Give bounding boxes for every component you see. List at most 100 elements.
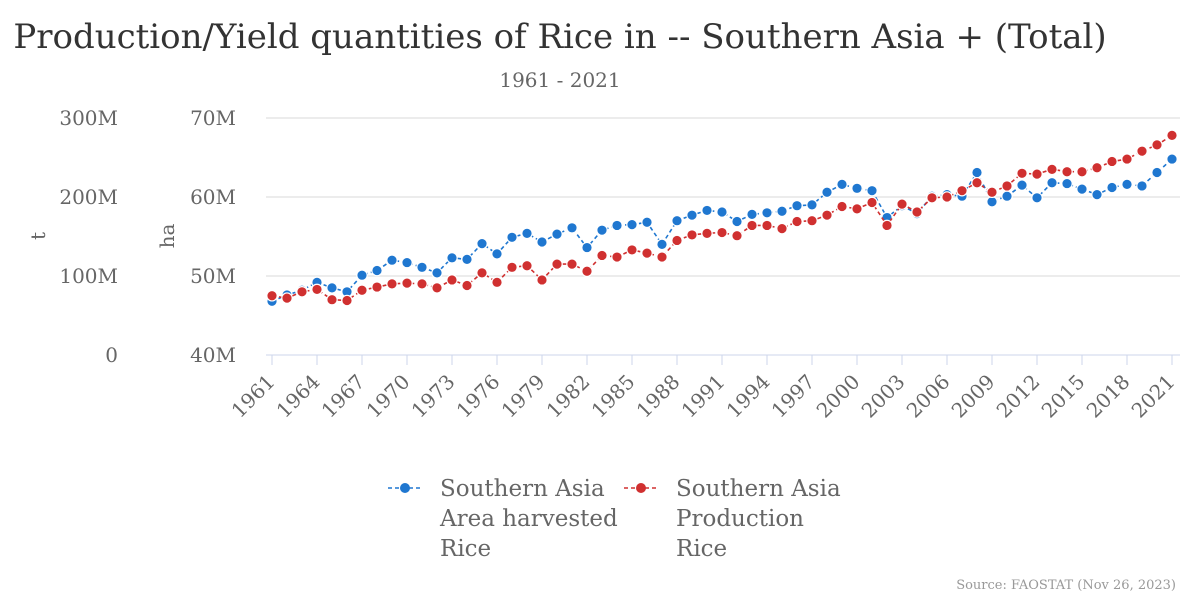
data-point[interactable] xyxy=(851,182,863,195)
data-point[interactable] xyxy=(356,284,368,297)
data-point[interactable] xyxy=(1121,178,1133,191)
data-point[interactable] xyxy=(371,264,383,277)
data-point[interactable] xyxy=(386,254,398,267)
data-point[interactable] xyxy=(1166,129,1178,142)
data-point[interactable] xyxy=(1016,179,1028,191)
data-point[interactable] xyxy=(626,218,638,231)
data-point[interactable] xyxy=(491,276,503,289)
data-point[interactable] xyxy=(776,222,788,235)
data-point[interactable] xyxy=(536,274,548,286)
legend-item[interactable]: Southern Asia Production Rice xyxy=(624,476,841,562)
data-point[interactable] xyxy=(1151,166,1163,179)
data-point[interactable] xyxy=(776,205,788,218)
data-point[interactable] xyxy=(296,285,308,298)
data-point[interactable] xyxy=(566,258,578,270)
data-point[interactable] xyxy=(851,203,863,215)
data-point[interactable] xyxy=(956,184,968,197)
data-point[interactable] xyxy=(416,278,428,290)
data-point[interactable] xyxy=(761,207,773,219)
data-point[interactable] xyxy=(686,209,698,221)
data-point[interactable] xyxy=(476,267,488,279)
data-point[interactable] xyxy=(611,219,623,232)
data-point[interactable] xyxy=(866,196,878,209)
data-point[interactable] xyxy=(1106,155,1118,168)
data-point[interactable] xyxy=(656,238,668,251)
data-point[interactable] xyxy=(311,283,323,296)
data-point[interactable] xyxy=(551,258,563,270)
data-point[interactable] xyxy=(896,198,908,210)
data-point[interactable] xyxy=(1076,165,1088,178)
data-point[interactable] xyxy=(446,274,458,286)
data-point[interactable] xyxy=(671,234,683,247)
data-point[interactable] xyxy=(821,209,833,221)
data-point[interactable] xyxy=(1061,165,1073,178)
data-point[interactable] xyxy=(716,206,728,218)
data-point[interactable] xyxy=(401,256,413,269)
data-point[interactable] xyxy=(731,229,743,242)
data-point[interactable] xyxy=(521,259,533,272)
data-point[interactable] xyxy=(971,176,983,189)
data-point[interactable] xyxy=(1031,191,1043,204)
data-point[interactable] xyxy=(986,195,998,208)
data-point[interactable] xyxy=(701,227,713,240)
data-point[interactable] xyxy=(446,252,458,264)
data-point[interactable] xyxy=(1076,183,1088,195)
data-point[interactable] xyxy=(1106,181,1118,194)
data-point[interactable] xyxy=(656,251,668,263)
data-point[interactable] xyxy=(431,282,443,294)
data-point[interactable] xyxy=(596,224,608,236)
data-point[interactable] xyxy=(1001,190,1013,203)
data-point[interactable] xyxy=(911,206,923,218)
data-point[interactable] xyxy=(326,293,338,306)
data-point[interactable] xyxy=(371,281,383,293)
data-point[interactable] xyxy=(1016,167,1028,180)
data-point[interactable] xyxy=(281,292,293,304)
data-point[interactable] xyxy=(536,236,548,248)
data-point[interactable] xyxy=(1151,139,1163,151)
data-point[interactable] xyxy=(521,227,533,240)
data-point[interactable] xyxy=(926,191,938,204)
data-point[interactable] xyxy=(461,253,473,266)
data-point[interactable] xyxy=(491,248,503,260)
data-point[interactable] xyxy=(266,289,278,302)
data-point[interactable] xyxy=(836,200,848,213)
data-point[interactable] xyxy=(1031,168,1043,180)
data-point[interactable] xyxy=(1046,163,1058,176)
data-point[interactable] xyxy=(746,208,758,221)
data-point[interactable] xyxy=(1091,188,1103,201)
data-point[interactable] xyxy=(506,261,518,274)
data-point[interactable] xyxy=(431,267,443,279)
data-point[interactable] xyxy=(836,178,848,191)
data-point[interactable] xyxy=(971,166,983,179)
data-point[interactable] xyxy=(1136,180,1148,192)
data-point[interactable] xyxy=(506,231,518,244)
data-point[interactable] xyxy=(341,294,353,307)
data-point[interactable] xyxy=(731,215,743,228)
data-point[interactable] xyxy=(1121,153,1133,165)
data-point[interactable] xyxy=(881,219,893,232)
data-point[interactable] xyxy=(626,244,638,256)
data-point[interactable] xyxy=(1046,176,1058,189)
data-point[interactable] xyxy=(416,261,428,274)
data-point[interactable] xyxy=(686,229,698,241)
data-point[interactable] xyxy=(671,214,683,227)
data-point[interactable] xyxy=(791,199,803,212)
data-point[interactable] xyxy=(791,215,803,228)
data-point[interactable] xyxy=(821,186,833,199)
data-point[interactable] xyxy=(941,191,953,203)
data-point[interactable] xyxy=(1136,145,1148,157)
data-point[interactable] xyxy=(566,222,578,234)
data-point[interactable] xyxy=(461,279,473,292)
data-point[interactable] xyxy=(806,199,818,211)
data-point[interactable] xyxy=(986,186,998,199)
data-point[interactable] xyxy=(326,282,338,294)
data-point[interactable] xyxy=(746,219,758,232)
data-point[interactable] xyxy=(701,204,713,217)
data-point[interactable] xyxy=(401,277,413,289)
data-point[interactable] xyxy=(716,226,728,239)
data-point[interactable] xyxy=(866,184,878,197)
data-point[interactable] xyxy=(806,214,818,227)
data-point[interactable] xyxy=(356,269,368,282)
data-point[interactable] xyxy=(1001,180,1013,192)
data-point[interactable] xyxy=(611,251,623,263)
